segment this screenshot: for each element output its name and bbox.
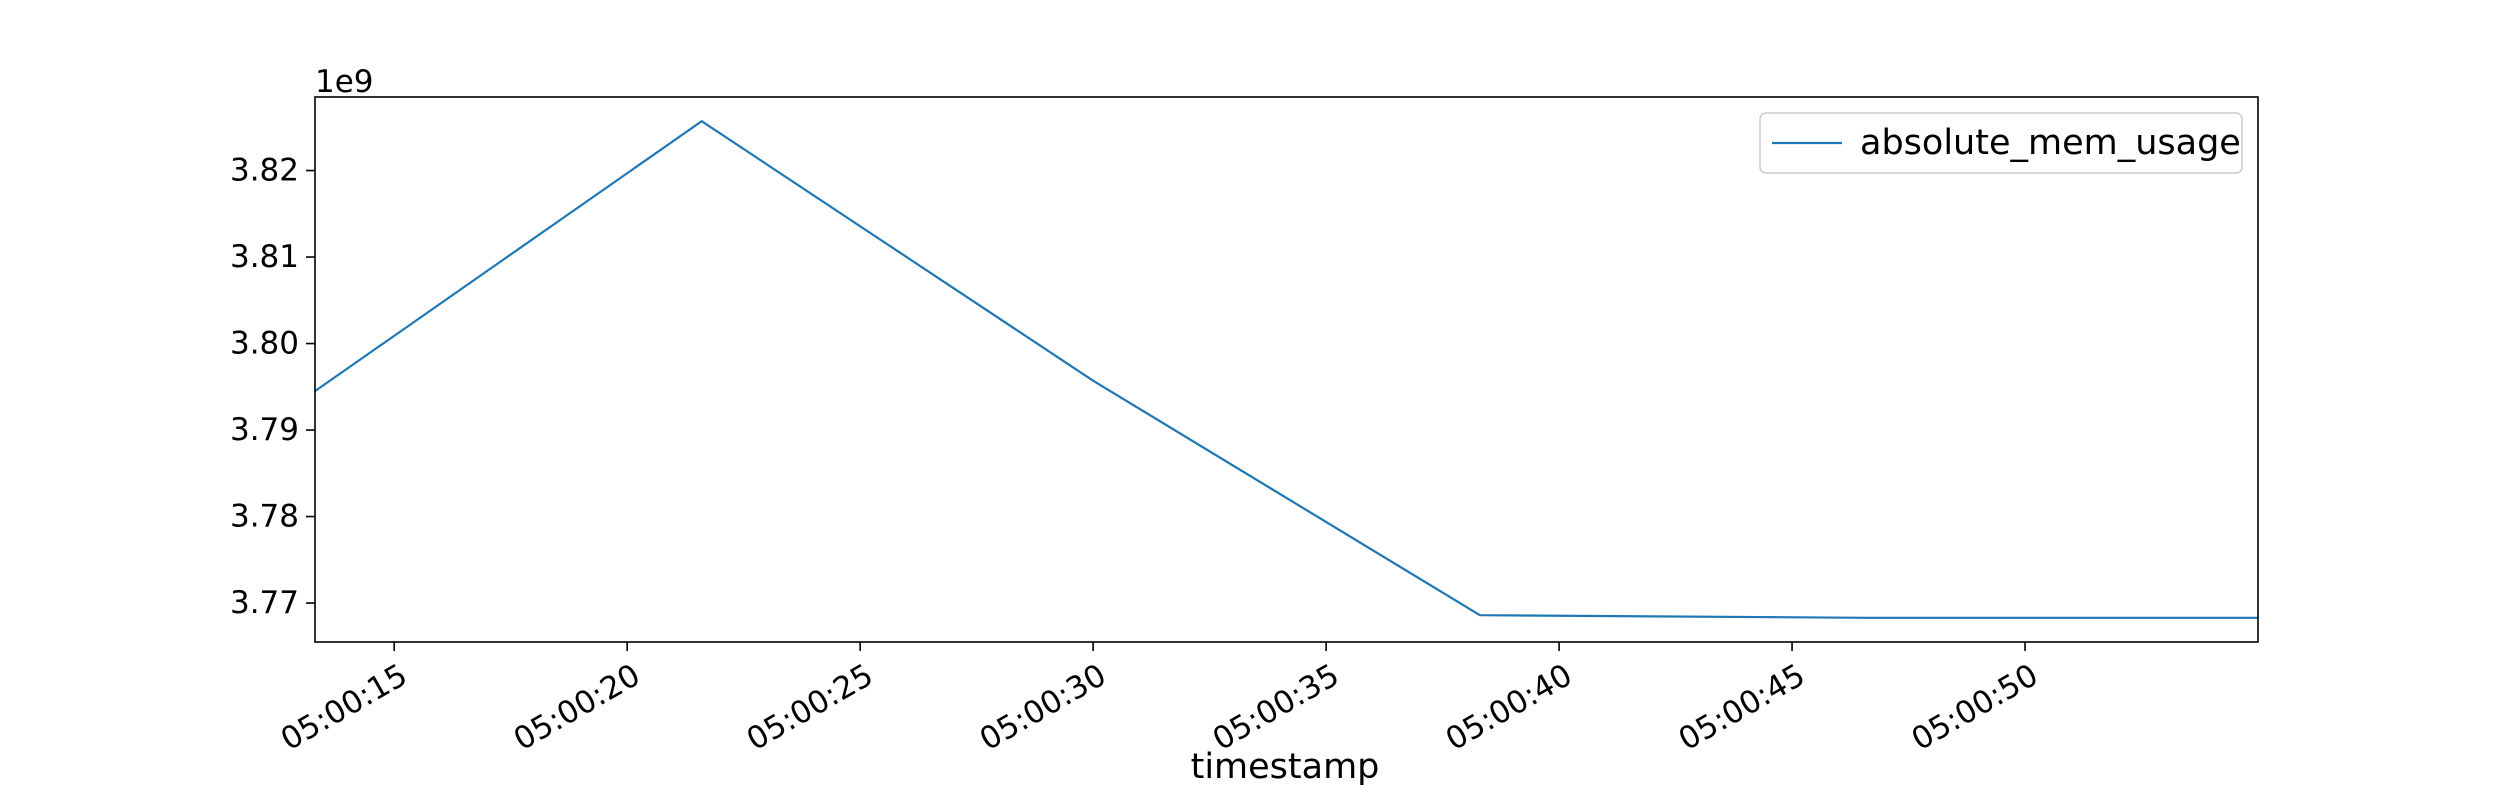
- y-tick-label-1: 3.78: [230, 499, 299, 535]
- legend: absolute_mem_usage: [1759, 112, 2243, 174]
- y-axis: 3.77 3.78 3.79 3.80 3.81 3.82: [230, 153, 315, 621]
- series-line-0: [314, 120, 2258, 619]
- x-axis: 05:00:15 05:00:20 05:00:25 05:00:30 05:00:35…: [275, 642, 2044, 758]
- x-tick-label-6: 05:00:45: [1673, 657, 1812, 758]
- y-tick-label-5: 3.82: [230, 153, 299, 189]
- x-tick-label-1: 05:00:20: [508, 657, 647, 758]
- x-tick-label-3: 05:00:30: [974, 657, 1113, 758]
- x-tick-label-7: 05:00:50: [1906, 657, 2045, 758]
- legend-box: [1759, 112, 2243, 174]
- x-tick-label-2: 05:00:25: [741, 657, 880, 758]
- y-tick-label-3: 3.80: [230, 326, 299, 362]
- x-tick-label-5: 05:00:40: [1440, 657, 1579, 758]
- x-axis-title: timestamp: [1191, 747, 1380, 787]
- x-tick-label-0: 05:00:15: [275, 657, 414, 758]
- plot-frame: [314, 96, 2259, 643]
- y-tick-label-2: 3.79: [230, 412, 299, 448]
- x-tick-label-4: 05:00:35: [1207, 657, 1346, 758]
- y-tick-label-4: 3.81: [230, 239, 299, 275]
- plot-area: [314, 96, 2259, 643]
- y-tick-label-0: 3.77: [230, 585, 299, 621]
- legend-label-0: absolute_mem_usage: [1860, 123, 2241, 163]
- y-axis-offset-label: 1e9: [315, 64, 374, 100]
